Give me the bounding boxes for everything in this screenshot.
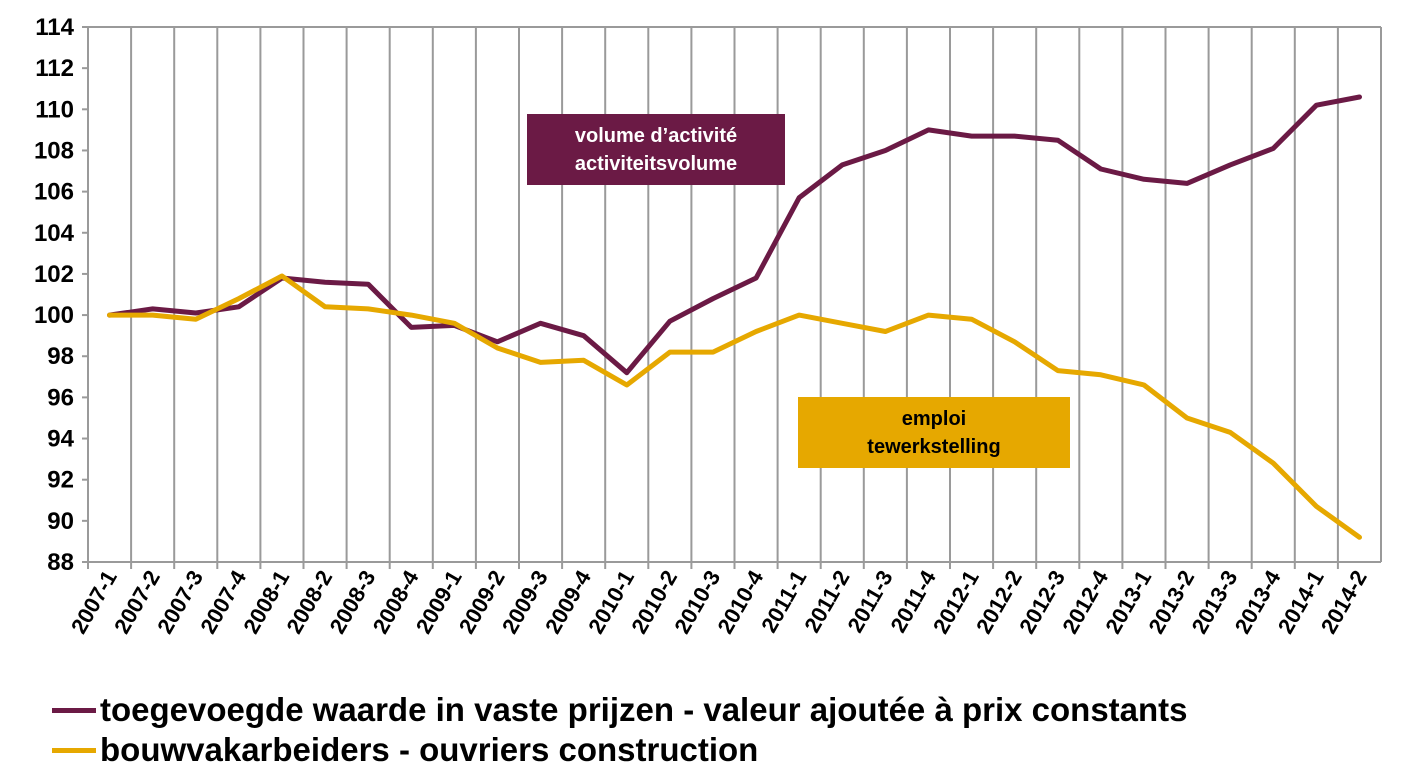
y-tick-label: 104 [34,220,75,247]
y-tick-label: 88 [47,549,74,576]
annotation-line: emploi [901,407,967,430]
legend-label: bouwvakarbeiders - ouvriers construction [100,731,759,768]
y-tick-label: 90 [47,508,74,535]
y-tick-label: 98 [47,343,74,370]
y-tick-label: 96 [47,384,74,411]
series-line-0 [107,94,1362,376]
annotation-line: tewerkstelling [867,435,1001,458]
y-tick-label: 112 [35,55,74,82]
annotation-line: activiteitsvolume [574,152,738,175]
y-tick-label: 94 [47,426,74,453]
annotation-line: volume d’activité [574,124,738,147]
series-lines [107,94,1362,540]
legend-swatch [52,747,96,753]
legend-item-value-added: toegevoegde waarde in vaste prijzen - va… [52,690,1188,730]
y-tick-label: 110 [35,96,74,123]
annotation-activity-volume: volume d’activité activiteitsvolume [527,114,785,185]
legend-item-construction-workers: bouwvakarbeiders - ouvriers construction [52,730,1188,770]
y-tick-label: 108 [34,137,74,164]
y-tick-label: 114 [35,14,74,41]
legend-label: toegevoegde waarde in vaste prijzen - va… [100,691,1188,728]
y-tick-label: 92 [47,467,74,494]
legend: toegevoegde waarde in vaste prijzen - va… [52,690,1188,770]
y-axis: 88 90 92 94 96 98 100 102 104 106 108 110 112 114 [34,14,88,576]
y-tick-label: 102 [34,261,74,288]
series-line-1 [107,273,1362,540]
annotation-employment: emploi tewerkstelling [798,397,1070,468]
y-tick-label: 106 [34,179,74,206]
legend-swatch [52,707,96,713]
grid [87,26,1382,563]
y-tick-label: 100 [34,302,74,329]
x-axis: 2007-12007-22007-32007-42008-12008-22008… [66,562,1372,638]
